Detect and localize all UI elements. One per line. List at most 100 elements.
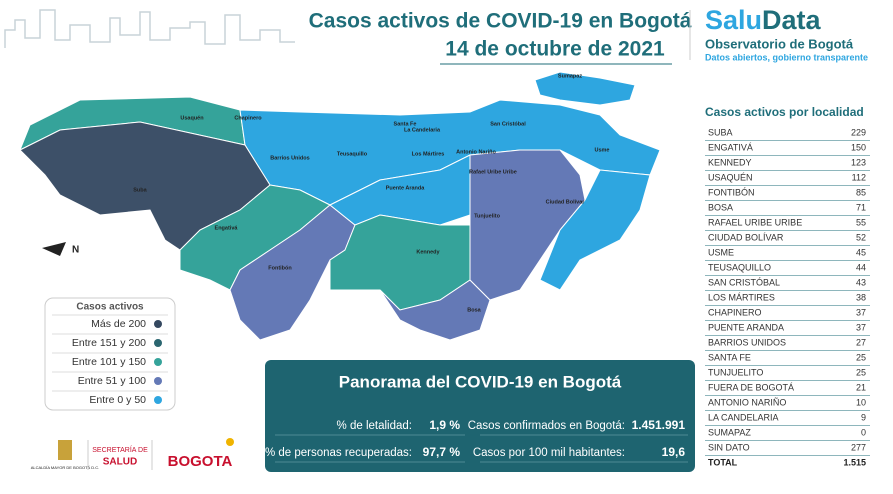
row-value: 37 <box>856 307 866 317</box>
skyline <box>4 9 295 48</box>
legend-swatch <box>154 396 162 404</box>
row-name: LOS MÁRTIRES <box>708 292 775 302</box>
map-label: Los Mártires <box>412 151 445 157</box>
row-name: SUBA <box>708 127 733 137</box>
region-usme <box>539 169 651 291</box>
map-label: Santa Fe <box>394 121 417 127</box>
map-label: Kennedy <box>416 249 440 255</box>
legend-box <box>44 297 176 411</box>
row-value: 44 <box>856 262 866 272</box>
map-label: Engativá <box>215 225 239 231</box>
map-label: Antonio Nariño <box>456 149 496 155</box>
row-value: 27 <box>856 337 866 347</box>
alcaldia: ALCALDÍA MAYOR DE BOGOTÁ D.C. <box>31 465 100 470</box>
brand-a: Salu <box>705 5 762 35</box>
row-value: 9 <box>861 412 866 422</box>
stat-value: 1.451.991 <box>632 418 686 432</box>
row-value: 21 <box>856 382 866 392</box>
map-label: Usme <box>595 147 610 153</box>
row-name: RAFAEL URIBE URIBE <box>708 217 802 227</box>
legend-title: Casos activos <box>76 302 144 313</box>
legend-swatch <box>154 377 162 385</box>
legend-label: Entre 151 y 200 <box>72 337 146 349</box>
star <box>226 438 234 446</box>
stat-value: 97,7 % <box>423 445 461 459</box>
map-label: Tunjuelito <box>474 213 501 219</box>
compass-label: N <box>72 245 79 256</box>
footer: ALCALDÍA MAYOR DE BOGOTÁ D.C. SECRETARÍA… <box>31 438 234 470</box>
row-name: BOSA <box>708 202 733 212</box>
map-label: Teusaquillo <box>337 151 368 157</box>
bogota: BOGOTA <box>168 453 233 470</box>
row-name: SIN DATO <box>708 442 750 452</box>
row-name: USAQUÉN <box>708 172 753 182</box>
row-name: SUMAPAZ <box>708 427 751 437</box>
map-label: Usaquén <box>180 115 204 121</box>
compass-arrow <box>42 242 66 256</box>
row-value: 55 <box>856 217 866 227</box>
map-label: Fontibón <box>268 265 292 271</box>
map-label: Ciudad Bolívar <box>546 199 586 205</box>
map-label: Suba <box>133 187 147 193</box>
compass: N <box>42 242 79 256</box>
row-name: TEUSAQUILLO <box>708 262 771 272</box>
row-name: CHAPINERO <box>708 307 762 317</box>
map <box>19 71 661 341</box>
stat-label: % de letalidad: <box>337 420 412 432</box>
date: 14 de octubre de 2021 <box>445 38 665 61</box>
row-name: LA CANDELARIA <box>708 412 779 422</box>
row-name: ENGATIVÁ <box>708 142 753 152</box>
stat-label: Casos confirmados en Bogotá: <box>468 420 625 432</box>
stat-value: 1,9 % <box>429 418 460 432</box>
row-value: 71 <box>856 202 866 212</box>
total-name: TOTAL <box>708 457 738 467</box>
legend-swatch <box>154 358 162 366</box>
stat-label: % de personas recuperadas: <box>265 447 412 459</box>
legend-label: Entre 51 y 100 <box>78 375 146 387</box>
legend-label: Más de 200 <box>91 318 146 330</box>
map-label: Rafael Uribe Uribe <box>469 169 517 175</box>
row-name: SANTA FE <box>708 352 751 362</box>
row-value: 37 <box>856 322 866 332</box>
row-value: 10 <box>856 397 866 407</box>
row-value: 38 <box>856 292 866 302</box>
region-south <box>469 149 586 301</box>
row-value: 277 <box>851 442 866 452</box>
row-name: TUNJUELITO <box>708 367 763 377</box>
row-value: 45 <box>856 247 866 257</box>
row-name: FUERA DE BOGOTÁ <box>708 382 794 392</box>
brand-subtitle: Observatorio de Bogotá <box>705 36 854 51</box>
secretaria-a: SECRETARÍA DE <box>92 445 148 454</box>
row-value: 25 <box>856 367 866 377</box>
row-name: SAN CRISTÓBAL <box>708 277 780 287</box>
map-label: Chapinero <box>234 115 262 121</box>
panorama-title: Panorama del COVID-19 en Bogotá <box>339 372 622 391</box>
table-title: Casos activos por localidad <box>705 105 864 119</box>
panorama-box <box>265 360 695 472</box>
row-value: 112 <box>852 172 866 182</box>
row-value: 0 <box>861 427 866 437</box>
stat-label: Casos por 100 mil habitantes: <box>473 447 625 459</box>
legend-swatch <box>154 339 162 347</box>
row-name: CIUDAD BOLÍVAR <box>708 232 784 242</box>
brand-tagline: Datos abiertos, gobierno transparente <box>705 52 868 62</box>
total-value: 1.515 <box>843 457 866 467</box>
secretaria-b: SALUD <box>103 457 137 468</box>
map-label: Barrios Unidos <box>270 155 309 161</box>
row-name: KENNEDY <box>708 157 752 167</box>
brand-b: Data <box>762 5 822 35</box>
region-sumapaz <box>534 71 636 106</box>
title: Casos activos de COVID-19 en Bogotá <box>309 10 692 33</box>
row-value: 43 <box>856 277 866 287</box>
map-label: Bosa <box>467 307 481 313</box>
legend-label: Entre 0 y 50 <box>89 394 146 406</box>
row-value: 229 <box>851 127 866 137</box>
map-label: La Candelaria <box>404 127 441 133</box>
legend-label: Entre 101 y 150 <box>72 356 146 368</box>
row-name: PUENTE ARANDA <box>708 322 784 332</box>
row-name: ANTONIO NARIÑO <box>708 397 786 407</box>
map-label: Sumapaz <box>558 73 582 79</box>
row-name: FONTIBÓN <box>708 187 755 197</box>
